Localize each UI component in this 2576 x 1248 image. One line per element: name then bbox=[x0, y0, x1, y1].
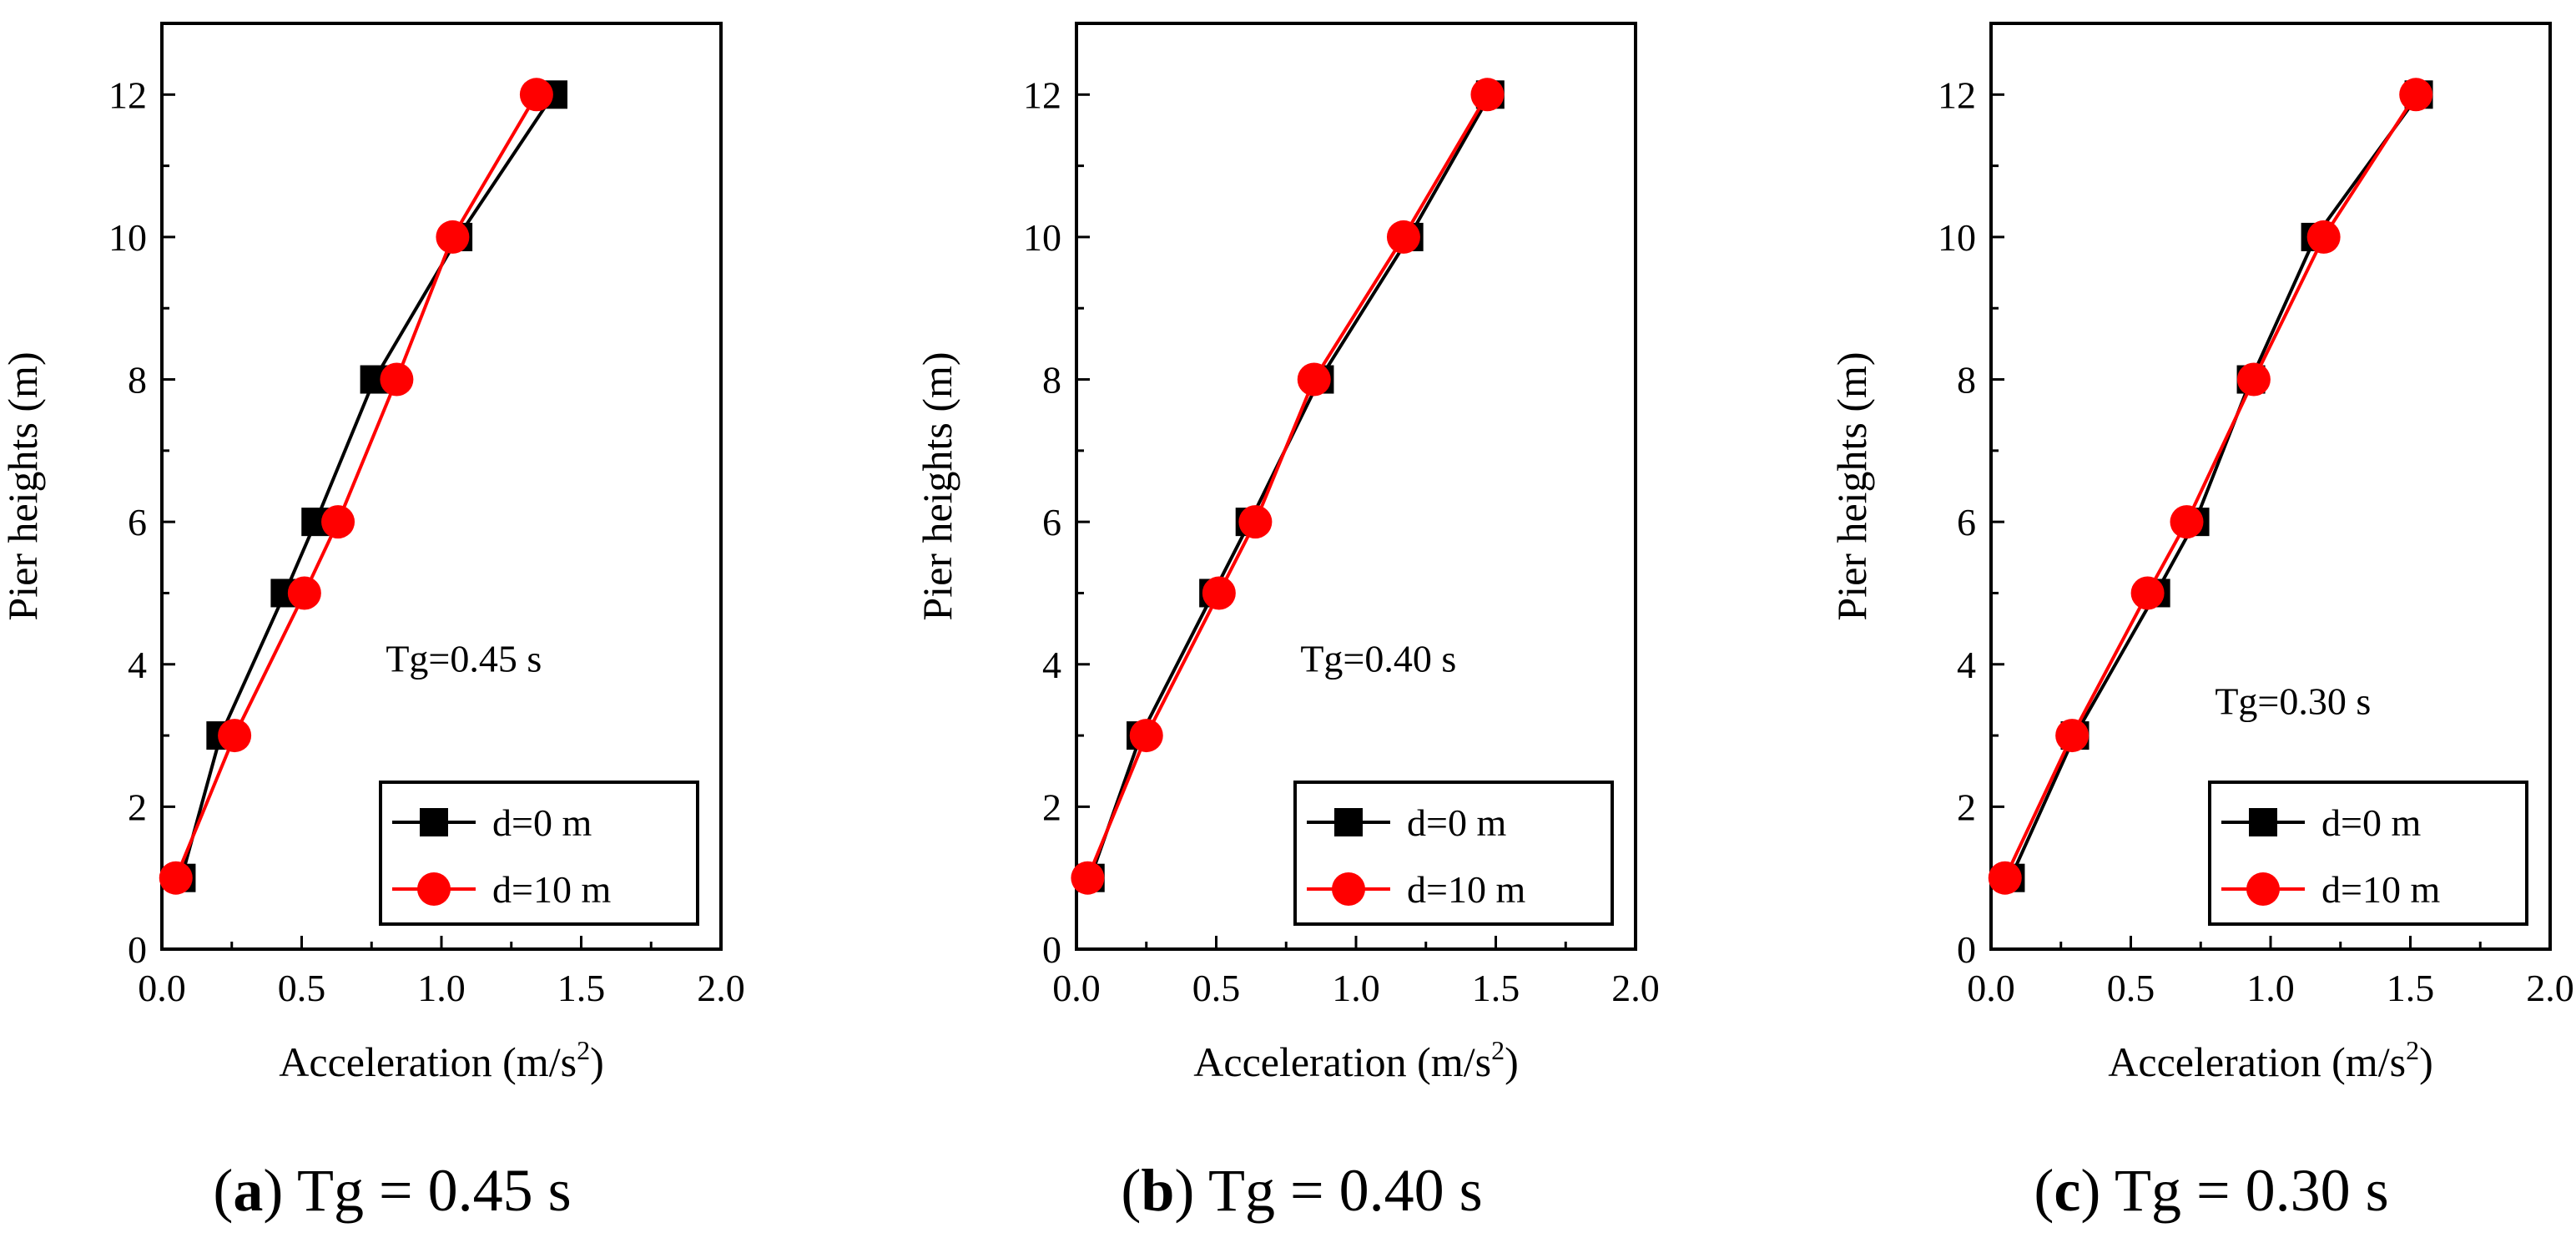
data-point-circle bbox=[1129, 719, 1163, 753]
x-tick-label: 0.5 bbox=[2107, 967, 2155, 1009]
data-point-circle bbox=[1297, 362, 1331, 397]
x-axis-label: Acceleration (m/s2) bbox=[2108, 1035, 2432, 1085]
x-tick-label: 0.0 bbox=[138, 967, 186, 1009]
data-point-circle bbox=[2130, 576, 2165, 610]
x-tick-label: 1.5 bbox=[557, 967, 606, 1009]
data-point-circle bbox=[2236, 362, 2271, 397]
y-tick-label: 6 bbox=[1042, 501, 1061, 543]
tg-annotation: Tg=0.45 s bbox=[386, 637, 542, 680]
y-tick-label: 0 bbox=[1957, 928, 1976, 971]
y-tick-label: 2 bbox=[1042, 786, 1061, 828]
legend-label: d=0 m bbox=[492, 801, 592, 844]
x-tick-label: 1.0 bbox=[1332, 967, 1380, 1009]
y-tick-label: 10 bbox=[1938, 216, 1976, 259]
data-point-circle bbox=[436, 220, 470, 254]
y-tick-label: 6 bbox=[128, 501, 147, 543]
legend-label: d=10 m bbox=[492, 868, 611, 911]
series-line-0 bbox=[1088, 93, 1492, 879]
x-tick-label: 0.0 bbox=[1967, 967, 2015, 1009]
y-tick-label: 0 bbox=[128, 928, 147, 971]
legend-marker-circle bbox=[1332, 872, 1365, 906]
x-tick-label: 2.0 bbox=[1611, 967, 1660, 1009]
legend-label: d=10 m bbox=[1407, 868, 1525, 911]
data-point-circle bbox=[159, 861, 193, 895]
x-axis-label: Acceleration (m/s2) bbox=[279, 1035, 603, 1085]
x-tick-label: 1.5 bbox=[1472, 967, 1520, 1009]
x-tick-label: 1.0 bbox=[417, 967, 466, 1009]
legend-label: d=0 m bbox=[2321, 801, 2421, 844]
data-point-circle bbox=[1470, 78, 1505, 112]
data-point-circle bbox=[2170, 505, 2204, 539]
legend: d=0 m d=10 m bbox=[2208, 781, 2528, 926]
legend-marker-square bbox=[420, 808, 448, 836]
y-tick-label: 8 bbox=[1042, 359, 1061, 402]
series-line-1 bbox=[174, 93, 538, 879]
y-tick-label: 2 bbox=[128, 786, 147, 828]
data-point-circle bbox=[1988, 861, 2022, 895]
tg-annotation: Tg=0.30 s bbox=[2215, 680, 2371, 722]
x-axis-label: Acceleration (m/s2) bbox=[1193, 1035, 1518, 1085]
x-tick-label: 2.0 bbox=[697, 967, 745, 1009]
y-tick-label: 12 bbox=[1023, 73, 1061, 116]
series-line-1 bbox=[1086, 93, 1490, 879]
panel-caption: (a) Tg = 0.45 s bbox=[213, 1157, 571, 1224]
panel-caption: (b) Tg = 0.40 s bbox=[1121, 1157, 1482, 1224]
tg-annotation: Tg=0.40 s bbox=[1300, 637, 1456, 680]
data-point-circle bbox=[2399, 78, 2433, 112]
legend-label: d=0 m bbox=[1407, 801, 1506, 844]
y-axis-label: Pier heights (m) bbox=[1828, 351, 1875, 620]
x-tick-label: 0.0 bbox=[1052, 967, 1101, 1009]
data-point-circle bbox=[287, 576, 321, 610]
series-line-0 bbox=[179, 93, 555, 879]
y-axis-label: Pier heights (m) bbox=[0, 351, 46, 620]
y-tick-label: 8 bbox=[128, 359, 147, 402]
legend: d=0 m d=10 m bbox=[1293, 781, 1614, 926]
legend-marker-circle bbox=[2246, 872, 2280, 906]
legend-marker-circle bbox=[417, 872, 451, 906]
y-tick-label: 10 bbox=[108, 216, 147, 259]
x-tick-label: 0.5 bbox=[1192, 967, 1241, 1009]
data-point-circle bbox=[1238, 505, 1273, 539]
y-tick-label: 2 bbox=[1957, 786, 1976, 828]
y-tick-label: 8 bbox=[1957, 359, 1976, 402]
y-tick-label: 4 bbox=[128, 644, 147, 686]
x-tick-label: 2.0 bbox=[2526, 967, 2574, 1009]
data-point-circle bbox=[1386, 220, 1420, 254]
y-tick-label: 4 bbox=[1957, 644, 1976, 686]
legend-label: d=10 m bbox=[2321, 868, 2440, 911]
data-point-circle bbox=[2306, 220, 2341, 254]
y-tick-label: 0 bbox=[1042, 928, 1061, 971]
data-point-circle bbox=[519, 78, 553, 112]
series-line-0 bbox=[2009, 93, 2421, 879]
data-point-circle bbox=[2055, 719, 2090, 753]
x-tick-label: 0.5 bbox=[278, 967, 326, 1009]
y-tick-label: 6 bbox=[1957, 501, 1976, 543]
y-tick-label: 10 bbox=[1023, 216, 1061, 259]
x-tick-label: 1.0 bbox=[2246, 967, 2295, 1009]
legend-marker-square bbox=[2249, 808, 2277, 836]
data-point-circle bbox=[218, 719, 252, 753]
chart-panel-b: 0.0 0.5 1.0 1.5 2.0 0 2 4 6 8 10 12 Acceleration (m/… bbox=[914, 22, 1660, 1224]
data-point-circle bbox=[1202, 576, 1236, 610]
y-tick-label: 12 bbox=[108, 73, 147, 116]
data-point-circle bbox=[1071, 861, 1105, 895]
data-point-circle bbox=[321, 505, 355, 539]
data-point-circle bbox=[380, 362, 414, 397]
chart-panel-c: 0.0 0.5 1.0 1.5 2.0 0 2 4 6 8 10 12 Acceleration (m/… bbox=[1828, 22, 2574, 1224]
y-tick-label: 4 bbox=[1042, 644, 1061, 686]
legend: d=0 m d=10 m bbox=[379, 781, 699, 926]
y-axis-label: Pier heights (m) bbox=[914, 351, 960, 620]
panel-caption: (c) Tg = 0.30 s bbox=[2034, 1157, 2388, 1224]
y-tick-label: 12 bbox=[1938, 73, 1976, 116]
chart-panel-a: 0.0 0.5 1.0 1.5 2.0 0 2 4 6 8 10 12 Acceleration (m/… bbox=[0, 22, 745, 1224]
legend-marker-square bbox=[1334, 808, 1363, 836]
x-tick-label: 1.5 bbox=[2387, 967, 2435, 1009]
